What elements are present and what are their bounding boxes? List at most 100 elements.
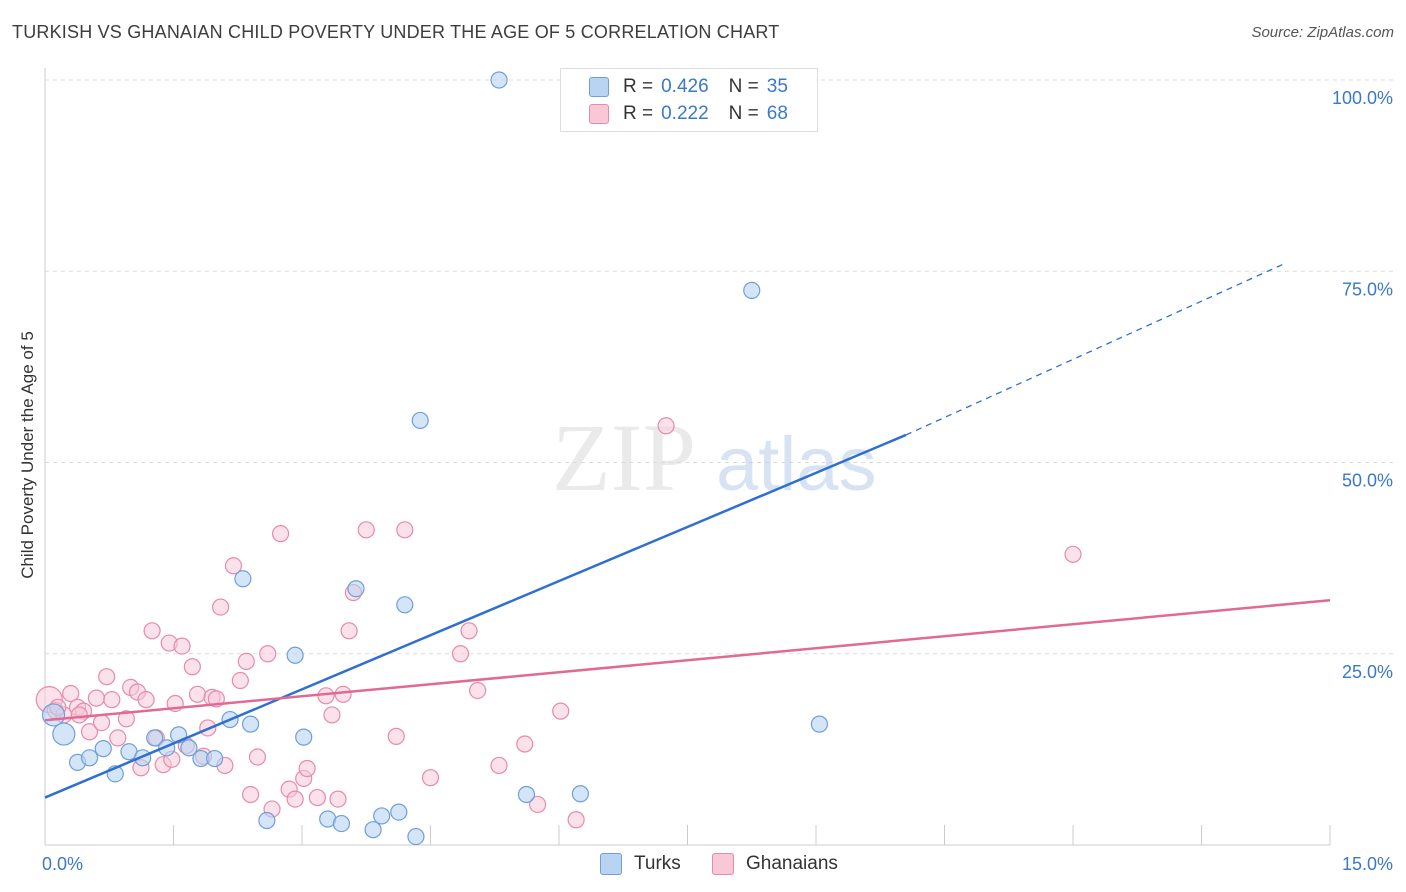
ghanaians-point bbox=[87, 689, 106, 707]
turks-swatch bbox=[589, 77, 609, 97]
ghanaians-swatch bbox=[589, 104, 609, 124]
turks-point bbox=[295, 728, 313, 746]
turks-point bbox=[390, 803, 408, 821]
ghanaians-point bbox=[657, 417, 675, 435]
y-tick-label: 100.0% bbox=[1332, 88, 1393, 108]
watermark-zip: ZIP bbox=[552, 404, 696, 511]
turks-r-value: 0.426 bbox=[661, 76, 709, 97]
ghanaians-point bbox=[237, 652, 255, 671]
turks-point bbox=[810, 715, 829, 733]
turks-legend-swatch bbox=[600, 853, 622, 875]
turks-point bbox=[571, 785, 590, 803]
turks-point bbox=[180, 739, 198, 757]
turks-point bbox=[242, 715, 260, 733]
turks-point bbox=[52, 722, 76, 746]
turks-point bbox=[206, 749, 224, 768]
source-label: Source: ZipAtlas.com bbox=[1251, 24, 1394, 41]
turks-trend-line bbox=[44, 433, 907, 799]
ghanaians-point bbox=[248, 748, 267, 766]
y-tick-label: 25.0% bbox=[1342, 662, 1393, 682]
ghanaians-point bbox=[1064, 545, 1082, 563]
n-label: N = bbox=[728, 76, 759, 97]
ghanaians-point bbox=[528, 795, 547, 814]
chart-title: TURKISH VS GHANAIAN CHILD POVERTY UNDER … bbox=[12, 22, 780, 42]
ghanaians-n-value: 68 bbox=[766, 103, 788, 124]
ghanaians-point bbox=[137, 691, 155, 709]
r-label: R = bbox=[623, 103, 654, 124]
ghanaians-point bbox=[259, 645, 277, 663]
turks-point bbox=[286, 646, 304, 664]
ghanaians-point bbox=[323, 706, 341, 724]
ghanaians-point bbox=[231, 671, 249, 690]
ghanaians-point bbox=[271, 525, 290, 543]
turks-point bbox=[80, 749, 99, 767]
watermark: ZIP atlas bbox=[552, 404, 877, 511]
turks-point bbox=[411, 411, 429, 430]
stats-legend: R = 0.426 N = 35 R = 0.222 N = 68 bbox=[560, 68, 818, 132]
bottom-legend-turks[interactable]: Turks bbox=[600, 852, 681, 876]
ghanaians-legend-swatch bbox=[712, 853, 734, 875]
trend-lines bbox=[44, 263, 1331, 799]
grid-layer bbox=[45, 79, 1395, 655]
ghanaians-trend-line bbox=[44, 598, 1331, 722]
ghanaians-point bbox=[469, 681, 487, 700]
turks-n-value: 35 bbox=[766, 76, 788, 97]
turks-point bbox=[234, 570, 252, 588]
ghanaians-point bbox=[80, 723, 99, 741]
y-tick-label: 50.0% bbox=[1342, 471, 1393, 491]
ghanaians-point bbox=[552, 702, 570, 720]
turks-point bbox=[94, 740, 112, 758]
turks-point bbox=[396, 596, 414, 614]
ghanaians-point bbox=[334, 685, 352, 703]
ghanaians-point bbox=[317, 687, 335, 705]
ghanaians-point bbox=[460, 622, 478, 640]
ghanaians-point bbox=[421, 769, 440, 787]
ghanaians-point bbox=[329, 790, 347, 808]
turks-points bbox=[41, 71, 829, 846]
ghanaians-point bbox=[70, 706, 88, 724]
turks-point bbox=[490, 71, 508, 89]
bottom-legend-ghanaians[interactable]: Ghanaians bbox=[712, 852, 838, 876]
x-tick-label-min: 0.0% bbox=[42, 854, 83, 874]
x-tick-label-max: 15.0% bbox=[1342, 854, 1393, 874]
r-label: R = bbox=[623, 76, 654, 97]
ghanaians-point bbox=[298, 759, 316, 778]
turks-point bbox=[364, 821, 382, 839]
ghanaians-point bbox=[117, 710, 135, 728]
ghanaians-point bbox=[212, 598, 230, 616]
ghanaians-point bbox=[109, 729, 127, 747]
ghanaians-legend-label: Ghanaians bbox=[746, 853, 838, 874]
turks-point bbox=[258, 811, 276, 830]
y-tick-label: 75.0% bbox=[1342, 279, 1393, 299]
n-label: N = bbox=[728, 103, 759, 124]
turks-point bbox=[373, 807, 391, 825]
ghanaians-point bbox=[62, 684, 80, 703]
ghanaians-point bbox=[357, 521, 375, 539]
ghanaians-point bbox=[188, 685, 207, 703]
ghanaians-point bbox=[103, 691, 121, 709]
turks-legend-label: Turks bbox=[634, 853, 681, 874]
turks-point bbox=[332, 814, 351, 833]
turks-point bbox=[41, 703, 66, 727]
ghanaians-point bbox=[396, 521, 414, 539]
ghanaians-point bbox=[286, 790, 304, 808]
ghanaians-point bbox=[143, 622, 161, 640]
turks-point bbox=[146, 729, 164, 747]
tick-labels: 25.0% 50.0% 75.0% 100.0% 0.0% 15.0% bbox=[42, 88, 1393, 874]
legend-row-ghanaians: R = 0.222 N = 68 bbox=[589, 102, 788, 126]
ghanaians-point bbox=[173, 637, 191, 655]
ghanaians-point bbox=[224, 557, 243, 575]
turks-point bbox=[407, 827, 425, 846]
turks-point bbox=[347, 580, 365, 598]
ghanaians-point bbox=[98, 668, 116, 686]
watermark-atlas: atlas bbox=[716, 422, 877, 507]
ghanaians-point bbox=[567, 811, 585, 829]
ghanaians-point bbox=[92, 713, 111, 732]
ghanaians-point bbox=[183, 658, 201, 676]
ghanaians-point bbox=[242, 785, 260, 804]
legend-row-turks: R = 0.426 N = 35 bbox=[589, 75, 788, 99]
ghanaians-point bbox=[340, 622, 358, 640]
turks-trend-extension bbox=[905, 263, 1284, 436]
ghanaians-point bbox=[451, 645, 470, 663]
